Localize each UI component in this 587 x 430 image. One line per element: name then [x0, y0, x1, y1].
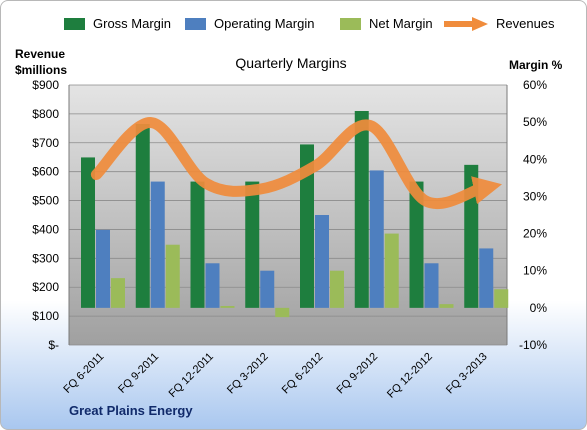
net-margin-bar: [111, 278, 125, 308]
legend-item-net-margin: Net Margin: [340, 16, 433, 31]
category-label: FQ 6-2011: [61, 351, 106, 396]
legend-swatch-gross-margin: [64, 17, 85, 30]
legend-label-operating-margin: Operating Margin: [214, 16, 315, 31]
left-tick-label: $900: [32, 78, 59, 92]
left-axis-title: Revenue $millions: [15, 46, 67, 78]
left-tick-label: $700: [32, 136, 59, 150]
left-axis-title-line1: Revenue: [15, 47, 66, 61]
chart-title: Quarterly Margins: [235, 55, 347, 71]
gross-margin-bar: [354, 111, 369, 308]
company-name: Great Plains Energy: [69, 403, 193, 418]
legend-label-net-margin: Net Margin: [369, 16, 433, 31]
category-label: FQ 9-2012: [335, 351, 381, 397]
legend-swatch-operating-margin: [185, 17, 206, 30]
net-margin-bar: [439, 304, 454, 308]
operating-margin-bar: [150, 181, 165, 308]
operating-margin-bar: [424, 263, 439, 308]
left-tick-label: $400: [32, 222, 59, 236]
gross-margin-bar: [245, 181, 260, 308]
operating-margin-bar: [479, 248, 494, 308]
left-axis-ticks: $900 $800 $700 $600 $500 $400 $300 $200 $100 $-: [32, 78, 59, 352]
gross-margin-bar: [135, 124, 150, 308]
legend-label-revenues: Revenues: [496, 16, 555, 31]
left-tick-label: $500: [32, 194, 59, 208]
legend-label-gross-margin: Gross Margin: [93, 16, 172, 31]
net-margin-bar: [330, 270, 344, 308]
legend-arrow-icon: [444, 16, 488, 31]
category-label: FQ 9-2011: [116, 351, 161, 396]
gross-margin-bar: [300, 144, 314, 308]
gross-margin-bar: [190, 181, 205, 308]
legend: Gross Margin Operating Margin Net Margin…: [1, 16, 586, 36]
bar-marks: [81, 111, 509, 318]
operating-margin-bar: [96, 229, 110, 308]
revenue-line: [90, 117, 503, 210]
right-axis-ticks: 60% 50% 40% 30% 20% 10% 0% -10%: [519, 78, 547, 352]
operating-margin-bar: [205, 263, 220, 308]
right-tick-label: 60%: [523, 78, 547, 92]
right-tick-label: 10%: [523, 264, 547, 278]
net-margin-bar: [165, 244, 180, 308]
left-tick-label: $600: [32, 165, 59, 179]
operating-margin-bar: [315, 215, 329, 308]
category-label: FQ 3-2013: [444, 351, 490, 397]
gross-margin-bar: [81, 157, 95, 308]
legend-item-operating-margin: Operating Margin: [185, 16, 314, 31]
gross-margin-bar: [409, 181, 424, 308]
right-tick-label: 20%: [523, 227, 547, 241]
left-tick-label: $200: [32, 280, 59, 294]
category-labels: FQ 6-2011 FQ 9-2011 FQ 12-2011 FQ 3-2012 FQ …: [61, 351, 489, 401]
right-tick-label: 40%: [523, 152, 547, 166]
category-label: FQ 12-2012: [385, 351, 435, 401]
category-label: FQ 6-2012: [280, 351, 326, 397]
category-label: FQ 12-2011: [167, 351, 216, 400]
category-label: FQ 3-2012: [225, 351, 271, 397]
left-axis-title-line2: $millions: [15, 63, 68, 77]
left-tick-label: $300: [32, 251, 59, 265]
net-margin-bar: [275, 307, 290, 318]
operating-margin-bar: [369, 170, 384, 308]
left-tick-label: $-: [48, 338, 59, 352]
right-tick-label: 0%: [530, 301, 548, 315]
right-tick-label: 30%: [523, 189, 547, 203]
net-margin-bar: [494, 289, 509, 308]
right-axis-title: Margin %: [509, 58, 563, 72]
right-tick-label: -10%: [519, 338, 547, 352]
left-tick-label: $800: [32, 107, 59, 121]
operating-margin-bar: [260, 270, 275, 308]
right-tick-label: 50%: [523, 115, 547, 129]
net-margin-bar: [384, 233, 399, 308]
revenue-line-layer: [90, 117, 503, 210]
legend-swatch-net-margin: [340, 17, 361, 30]
net-margin-bar: [220, 306, 235, 308]
legend-item-gross-margin: Gross Margin: [64, 16, 171, 31]
left-tick-label: $100: [32, 309, 59, 323]
legend-item-revenues: Revenues: [442, 16, 555, 31]
